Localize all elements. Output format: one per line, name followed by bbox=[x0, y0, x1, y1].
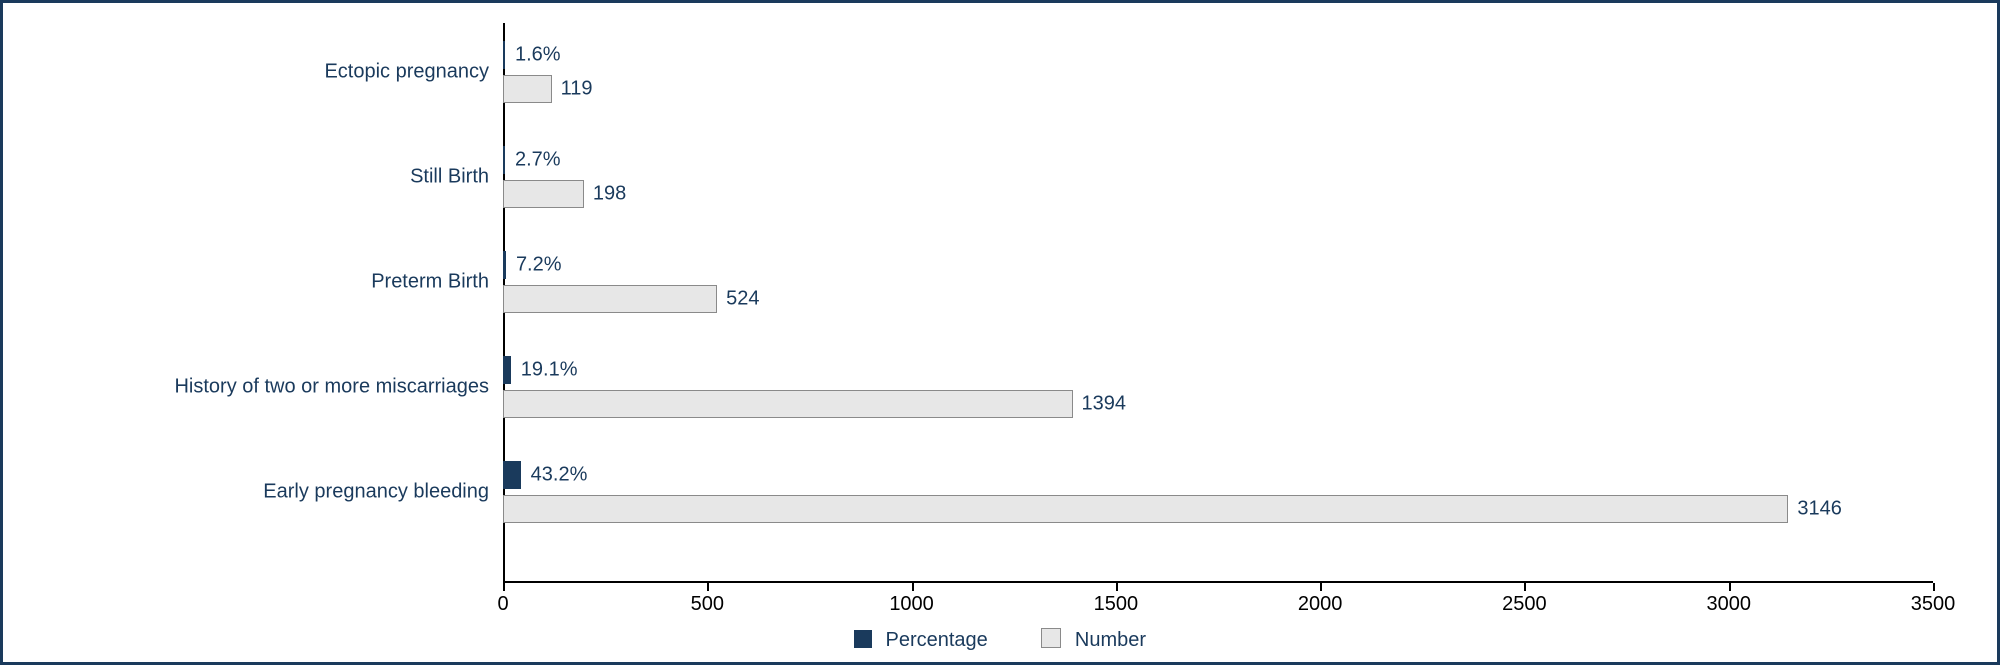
x-tick-label: 1000 bbox=[889, 583, 934, 616]
bar-percentage: 19.1% bbox=[503, 356, 511, 384]
bar-number: 524 bbox=[503, 285, 717, 313]
category-label: Still Birth bbox=[410, 166, 503, 189]
category-label: Preterm Birth bbox=[371, 271, 503, 294]
bar-value-label: 3146 bbox=[1787, 498, 1842, 521]
x-tick-label: 1500 bbox=[1094, 583, 1139, 616]
bar-number: 119 bbox=[503, 75, 552, 103]
legend-item-percentage: Percentage bbox=[854, 629, 988, 652]
legend: Percentage Number bbox=[3, 628, 1997, 652]
bar-value-label: 198 bbox=[583, 183, 626, 206]
bar-percentage: 1.6% bbox=[503, 41, 505, 69]
bar-value-label: 1394 bbox=[1072, 393, 1127, 416]
bar-percentage: 43.2% bbox=[503, 461, 521, 489]
bar-value-label: 524 bbox=[716, 288, 759, 311]
category-label: Early pregnancy bleeding bbox=[263, 481, 503, 504]
bar-value-label: 19.1% bbox=[511, 359, 578, 382]
category-label: History of two or more miscarriages bbox=[174, 376, 503, 399]
category-label: Ectopic pregnancy bbox=[324, 61, 503, 84]
chart-frame: 0 500 1000 1500 2000 2500 3000 3500 Ectopic preg… bbox=[0, 0, 2000, 665]
x-tick-label: 2500 bbox=[1502, 583, 1547, 616]
bar-value-label: 119 bbox=[551, 78, 593, 101]
bar-number: 1394 bbox=[503, 390, 1073, 418]
bar-value-label: 7.2% bbox=[506, 254, 562, 277]
bar-percentage: 2.7% bbox=[503, 146, 505, 174]
legend-label: Percentage bbox=[886, 629, 988, 651]
plot-area: 0500100015002000250030003500Ectopic preg… bbox=[503, 23, 1933, 583]
x-tick-label: 2000 bbox=[1298, 583, 1343, 616]
bar-percentage: 7.2% bbox=[503, 251, 506, 279]
x-tick-label: 0 bbox=[497, 583, 508, 616]
x-tick-label: 500 bbox=[691, 583, 724, 616]
legend-label: Number bbox=[1075, 629, 1146, 651]
bar-value-label: 1.6% bbox=[505, 44, 561, 67]
legend-swatch-number bbox=[1041, 628, 1061, 648]
x-tick-label: 3500 bbox=[1911, 583, 1956, 616]
legend-item-number: Number bbox=[1041, 628, 1146, 652]
bar-number: 3146 bbox=[503, 495, 1788, 523]
legend-swatch-percentage bbox=[854, 630, 872, 648]
bar-value-label: 43.2% bbox=[521, 464, 588, 487]
x-tick-label: 3000 bbox=[1706, 583, 1751, 616]
bar-number: 198 bbox=[503, 180, 584, 208]
bar-value-label: 2.7% bbox=[505, 149, 561, 172]
